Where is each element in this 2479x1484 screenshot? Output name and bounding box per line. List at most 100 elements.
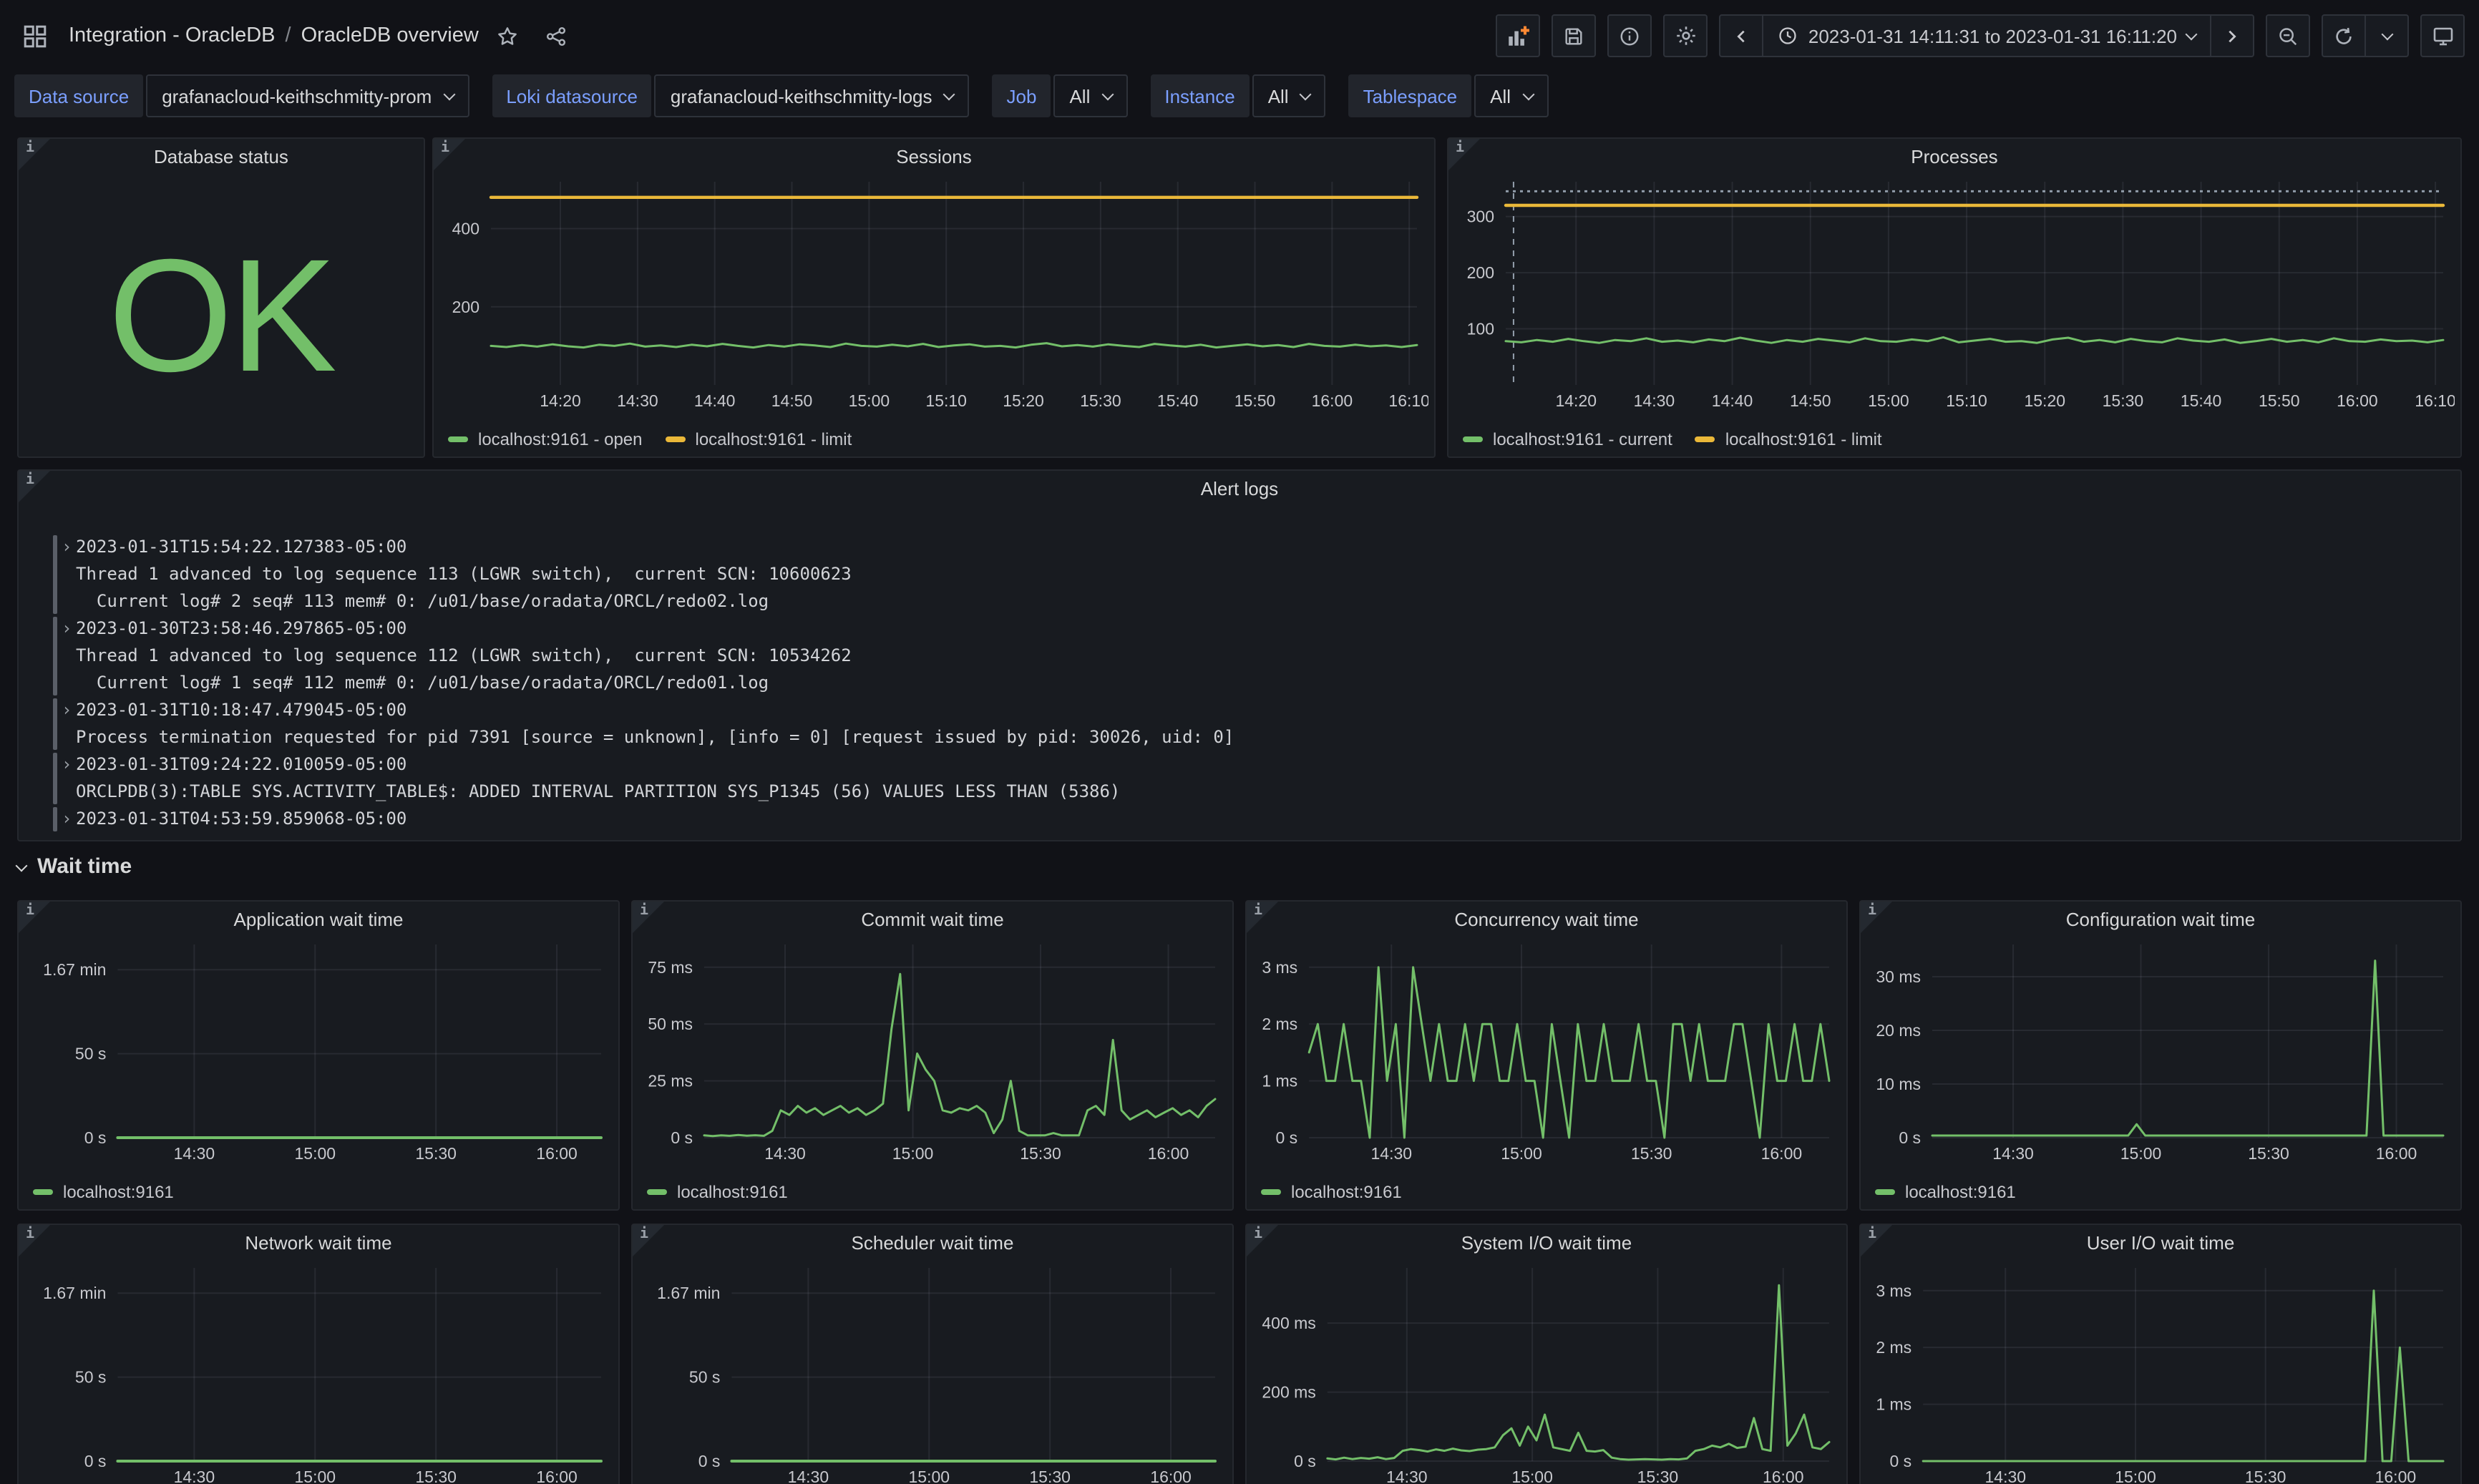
panel-title[interactable]: Alert logs [1200, 477, 1279, 499]
legend-item[interactable]: localhost:9161 [647, 1182, 788, 1202]
x-axis-tick-label: 15:10 [925, 391, 967, 410]
series-line [1326, 1284, 1831, 1461]
panel-title[interactable]: Configuration wait time [2065, 908, 2256, 929]
y-axis-tick-label: 50 ms [648, 1015, 693, 1033]
expand-chevron-icon[interactable]: › [62, 754, 72, 774]
network-wait-chart[interactable]: 14:30 15:00 15:30 16:00 0 s 50 s 1.67 min [24, 1259, 613, 1484]
panel-network-wait: i Network wait time 14:30 15:00 15:30 16:00… [17, 1224, 620, 1484]
time-range-picker[interactable]: 2023-01-31 14:11:31 to 2023-01-31 16:11:… [1762, 14, 2211, 57]
panel-title[interactable]: Database status [154, 145, 288, 167]
section-wait-time[interactable]: Wait time [15, 854, 132, 879]
save-dashboard-button[interactable] [1552, 14, 1597, 57]
refresh-button[interactable] [2322, 14, 2366, 57]
time-shift-forward-button[interactable] [2210, 14, 2254, 57]
user-io-wait-chart[interactable]: 14:30 15:00 15:30 16:00 0 s 1 ms 2 ms 3 ms [1866, 1259, 2455, 1484]
panel-info-corner[interactable]: i [1247, 902, 1278, 933]
variable-value-dropdown[interactable]: All [1053, 74, 1128, 117]
dashboard-settings-gear-icon[interactable] [1663, 14, 1708, 57]
legend-item[interactable]: localhost:9161 [1875, 1182, 2016, 1202]
panel-info-corner[interactable]: i [19, 1225, 50, 1256]
configuration-wait-chart[interactable]: 14:30 15:00 15:30 16:00 0 s 10 ms 20 ms 30 ms [1866, 936, 2455, 1166]
share-icon[interactable] [536, 16, 576, 56]
expand-chevron-icon[interactable]: › [62, 700, 72, 720]
legend-item[interactable]: localhost:9161 [1261, 1182, 1402, 1202]
y-axis-tick-label: 1 ms [1262, 1072, 1297, 1090]
series-line [490, 342, 1418, 349]
commit-wait-chart[interactable]: 14:30 15:00 15:30 16:00 0 s 25 ms 50 ms 75 ms [638, 936, 1227, 1166]
panel-info-corner[interactable]: i [1448, 139, 1480, 170]
panel-title[interactable]: Application wait time [233, 908, 404, 929]
x-axis-tick-label: 16:00 [1312, 391, 1353, 410]
legend-item[interactable]: localhost:9161 - current [1463, 429, 1672, 449]
expand-chevron-icon[interactable]: › [62, 537, 72, 557]
variable-value-dropdown[interactable]: All [1252, 74, 1326, 117]
panel-title[interactable]: Commit wait time [861, 908, 1004, 929]
variable-value-text: All [1069, 85, 1091, 107]
variable-value-dropdown[interactable]: All [1474, 74, 1549, 117]
panel-title[interactable]: Scheduler wait time [851, 1231, 1014, 1253]
series-line [1931, 960, 2445, 1137]
panel-info-corner[interactable]: i [434, 139, 465, 170]
y-axis-tick-label: 2 ms [1262, 1015, 1297, 1033]
time-shift-back-button[interactable] [1719, 14, 1764, 57]
panel-info-corner[interactable]: i [1247, 1225, 1278, 1256]
panel-info-corner[interactable]: i [1861, 902, 1892, 933]
chart-svg: 14:30 15:00 15:30 16:00 0 s 200 ms 400 ms [1262, 1268, 1831, 1484]
panel-info-corner[interactable]: i [19, 902, 50, 933]
legend-item[interactable]: localhost:9161 - open [448, 429, 643, 449]
zoom-out-time-button[interactable] [2266, 14, 2310, 57]
application-wait-chart[interactable]: 14:30 15:00 15:30 16:00 0 s 50 s 1.67 min [24, 936, 613, 1166]
log-entry[interactable]: › 2023-01-30T23:58:46.297865-05:00 Thread … [39, 615, 2446, 697]
y-axis-tick-label: 30 ms [1876, 967, 1921, 986]
processes-chart[interactable]: 14:20 14:30 14:40 14:50 15:00 15:10 15:20 15:30… [1454, 173, 2455, 414]
panel-application-wait: i Application wait time 14:30 15:00 15:30 1… [17, 900, 620, 1211]
dashboard-insights-icon[interactable] [1607, 14, 1652, 57]
dashboards-grid-icon[interactable] [14, 16, 54, 56]
log-entry[interactable]: › 2023-01-31T04:53:59.859068-05:00 [39, 806, 2446, 833]
concurrency-wait-chart[interactable]: 14:30 15:00 15:30 16:00 0 s 1 ms 2 ms 3 ms [1252, 936, 1841, 1166]
panel-title[interactable]: Network wait time [245, 1231, 392, 1253]
variable-value-text: All [1267, 85, 1289, 107]
legend-swatch [33, 1189, 53, 1195]
favorite-star-icon[interactable] [487, 16, 527, 56]
x-axis-tick-label: 14:30 [174, 1144, 215, 1163]
panel-title[interactable]: System I/O wait time [1461, 1231, 1632, 1253]
variable-value-text: All [1490, 85, 1511, 107]
variable-value-text: grafanacloud-keithschmitty-prom [162, 85, 432, 107]
legend-item[interactable]: localhost:9161 - limit [665, 429, 852, 449]
chart-svg: 14:30 15:00 15:30 16:00 0 s 50 s 1.67 min [43, 1268, 603, 1484]
panel-title[interactable]: User I/O wait time [2086, 1231, 2235, 1253]
scheduler-wait-chart[interactable]: 14:30 15:00 15:30 16:00 0 s 50 s 1.67 min [638, 1259, 1227, 1484]
log-entry[interactable]: › 2023-01-31T10:18:47.479045-05:00 Process… [39, 697, 2446, 751]
panel-info-corner[interactable]: i [1861, 1225, 1892, 1256]
legend-item[interactable]: localhost:9161 [33, 1182, 174, 1202]
legend-label: localhost:9161 - limit [695, 429, 852, 449]
panel-info-corner[interactable]: i [633, 902, 664, 933]
log-entry[interactable]: › 2023-01-31T09:24:22.010059-05:00 ORCLPDB… [39, 751, 2446, 806]
panel-title[interactable]: Processes [1911, 145, 1998, 167]
panel-info-corner[interactable]: i [633, 1225, 664, 1256]
kiosk-mode-button[interactable] [2420, 14, 2465, 57]
variable-value-dropdown[interactable]: grafanacloud-keithschmitty-prom [146, 74, 469, 117]
panel-info-corner[interactable]: i [19, 471, 50, 502]
variable-value-dropdown[interactable]: grafanacloud-keithschmitty-logs [654, 74, 970, 117]
sessions-chart[interactable]: 14:20 14:30 14:40 14:50 15:00 15:10 15:20 15:30… [439, 173, 1428, 414]
chevron-down-icon [943, 87, 956, 100]
panel-title[interactable]: Concurrency wait time [1454, 908, 1639, 929]
legend-item[interactable]: localhost:9161 - limit [1695, 429, 1882, 449]
breadcrumb-folder[interactable]: Integration - OracleDB [69, 24, 276, 47]
expand-chevron-icon[interactable]: › [62, 618, 72, 638]
expand-chevron-icon[interactable]: › [62, 809, 72, 829]
variable-label: Loki datasource [492, 74, 652, 117]
sessions-legend: localhost:9161 - open localhost:9161 - li… [448, 429, 852, 449]
breadcrumb-dashboard[interactable]: OracleDB overview [301, 24, 479, 47]
x-axis-tick-label: 15:20 [2024, 391, 2065, 410]
panel-info-corner[interactable]: i [19, 139, 50, 170]
refresh-interval-dropdown[interactable] [2364, 14, 2409, 57]
add-panel-button[interactable] [1496, 14, 1541, 57]
system-io-wait-chart[interactable]: 14:30 15:00 15:30 16:00 0 s 200 ms 400 ms [1252, 1259, 1841, 1484]
legend-swatch [448, 436, 468, 442]
panel-title[interactable]: Sessions [896, 145, 972, 167]
y-axis-tick-label: 0 s [671, 1128, 693, 1147]
log-entry[interactable]: › 2023-01-31T15:54:22.127383-05:00 Thread … [39, 534, 2446, 615]
